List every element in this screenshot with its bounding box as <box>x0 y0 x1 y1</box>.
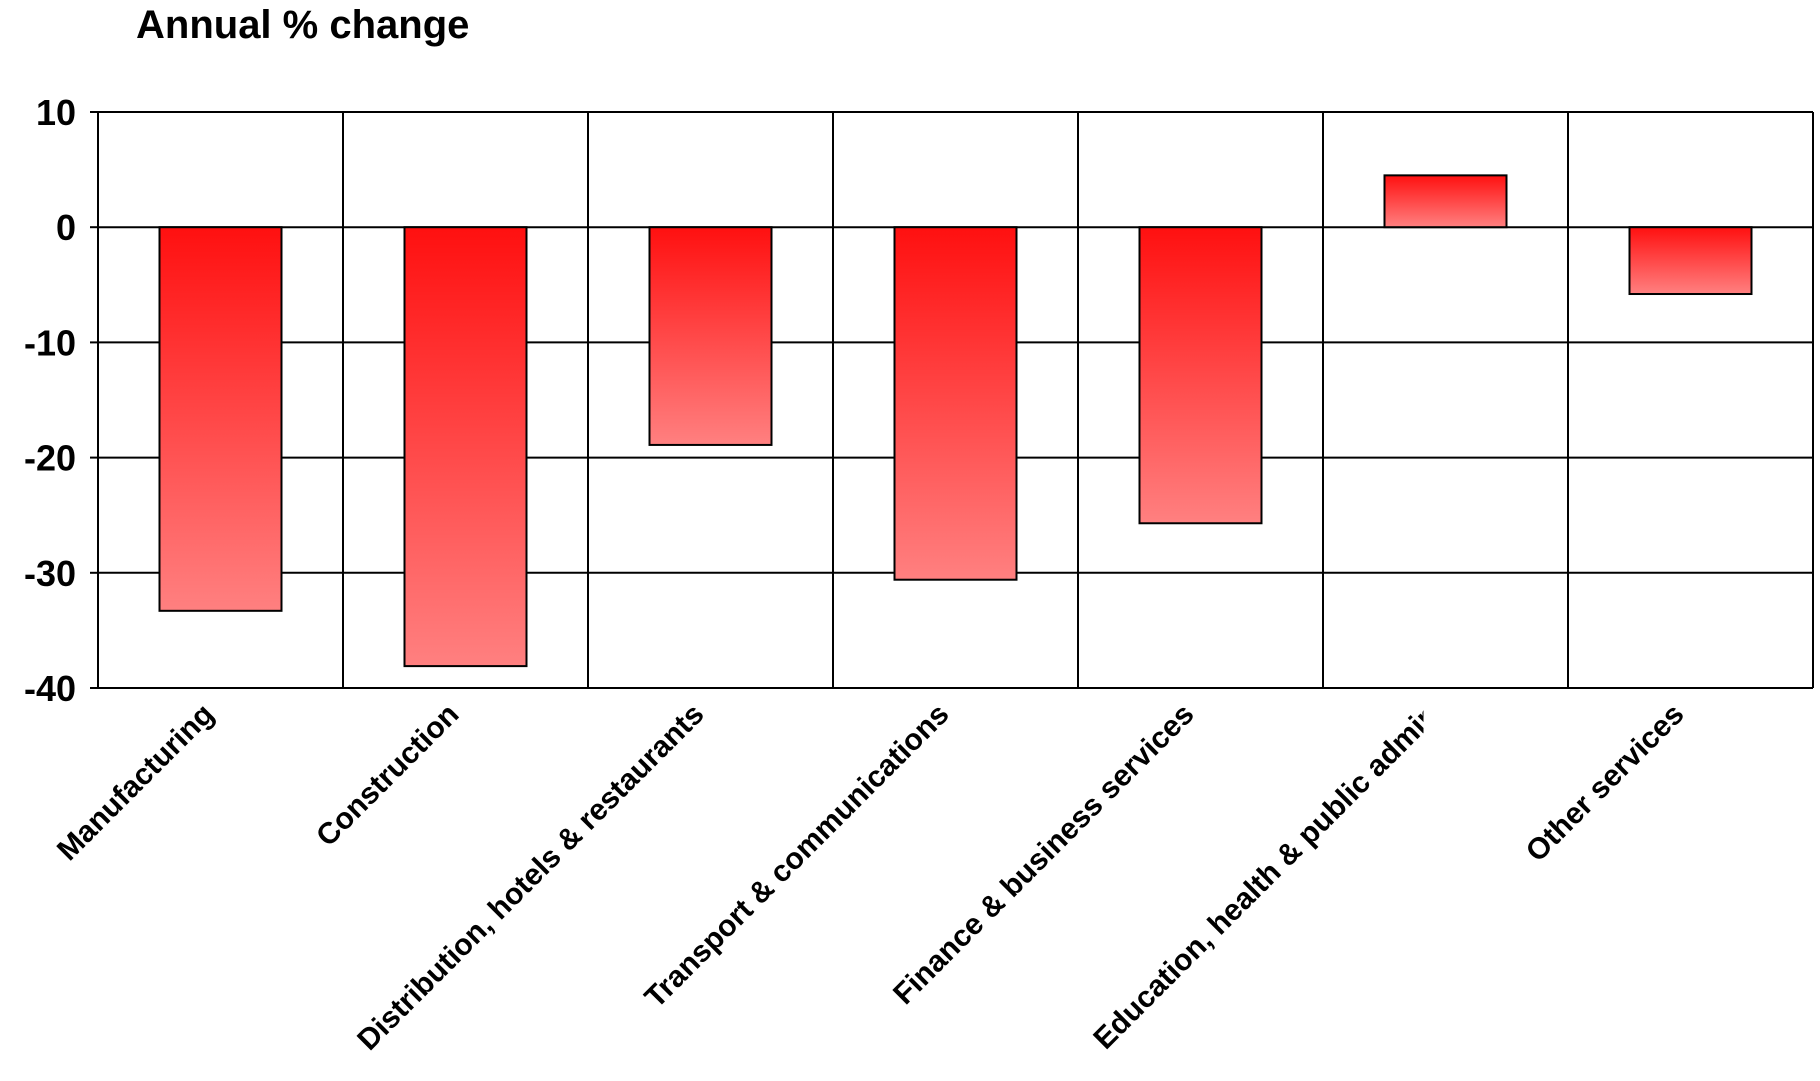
bar <box>1138 226 1263 525</box>
bar <box>893 226 1018 581</box>
y-tick-label: 10 <box>36 92 76 133</box>
x-tick-label-group: Construction <box>310 698 465 853</box>
y-axis-title: Annual % change <box>136 3 469 47</box>
y-tick-label: 0 <box>56 207 76 248</box>
x-tick-label: Construction <box>310 698 465 853</box>
y-tick-labels: 10 0 -10 -20 -30 -40 <box>24 92 76 709</box>
bar <box>1383 174 1508 229</box>
bar <box>403 226 528 668</box>
x-tick-label: Other services <box>1520 698 1691 869</box>
y-tick-label: -40 <box>24 668 76 709</box>
y-tick-label: -10 <box>24 322 76 363</box>
x-tick-label: Manufacturing <box>51 698 220 867</box>
bars <box>158 174 1753 668</box>
bar <box>1628 226 1753 296</box>
y-tick-label: -30 <box>24 553 76 594</box>
x-tick-label-group: Finance & business services <box>887 698 1200 1011</box>
x-tick-label: Finance & business services <box>887 698 1200 1011</box>
y-tick-label: -20 <box>24 438 76 479</box>
bar <box>648 226 773 446</box>
x-tick-label-group: Manufacturing <box>51 698 220 867</box>
bar <box>158 226 283 612</box>
x-tick-label-group: Other services <box>1520 698 1691 869</box>
